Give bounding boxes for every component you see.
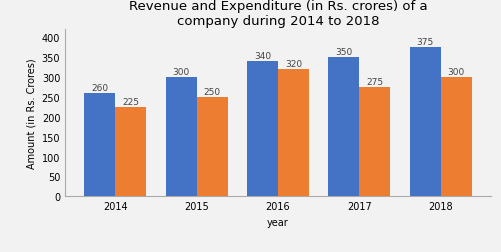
Bar [278,70,309,197]
Bar [85,93,115,197]
Bar [166,78,197,197]
Text: 225: 225 [122,97,139,106]
Text: 320: 320 [285,60,302,69]
X-axis label: year: year [267,217,289,227]
Bar [115,107,146,197]
Bar [329,58,359,197]
Title: Revenue and Expenditure (in Rs. crores) of a
company during 2014 to 2018: Revenue and Expenditure (in Rs. crores) … [129,0,427,28]
Y-axis label: Amount (in Rs. Crores): Amount (in Rs. Crores) [26,58,36,169]
Bar [197,98,227,197]
Text: 340: 340 [254,52,271,61]
Text: 300: 300 [173,68,190,77]
Text: 260: 260 [91,83,109,92]
Text: 375: 375 [417,38,434,47]
Text: 300: 300 [447,68,465,77]
Text: 275: 275 [366,78,383,86]
Text: 250: 250 [203,87,221,96]
Bar [359,88,390,197]
Bar [410,48,441,197]
Text: 350: 350 [335,48,353,57]
Bar [441,78,471,197]
Bar [247,62,278,197]
